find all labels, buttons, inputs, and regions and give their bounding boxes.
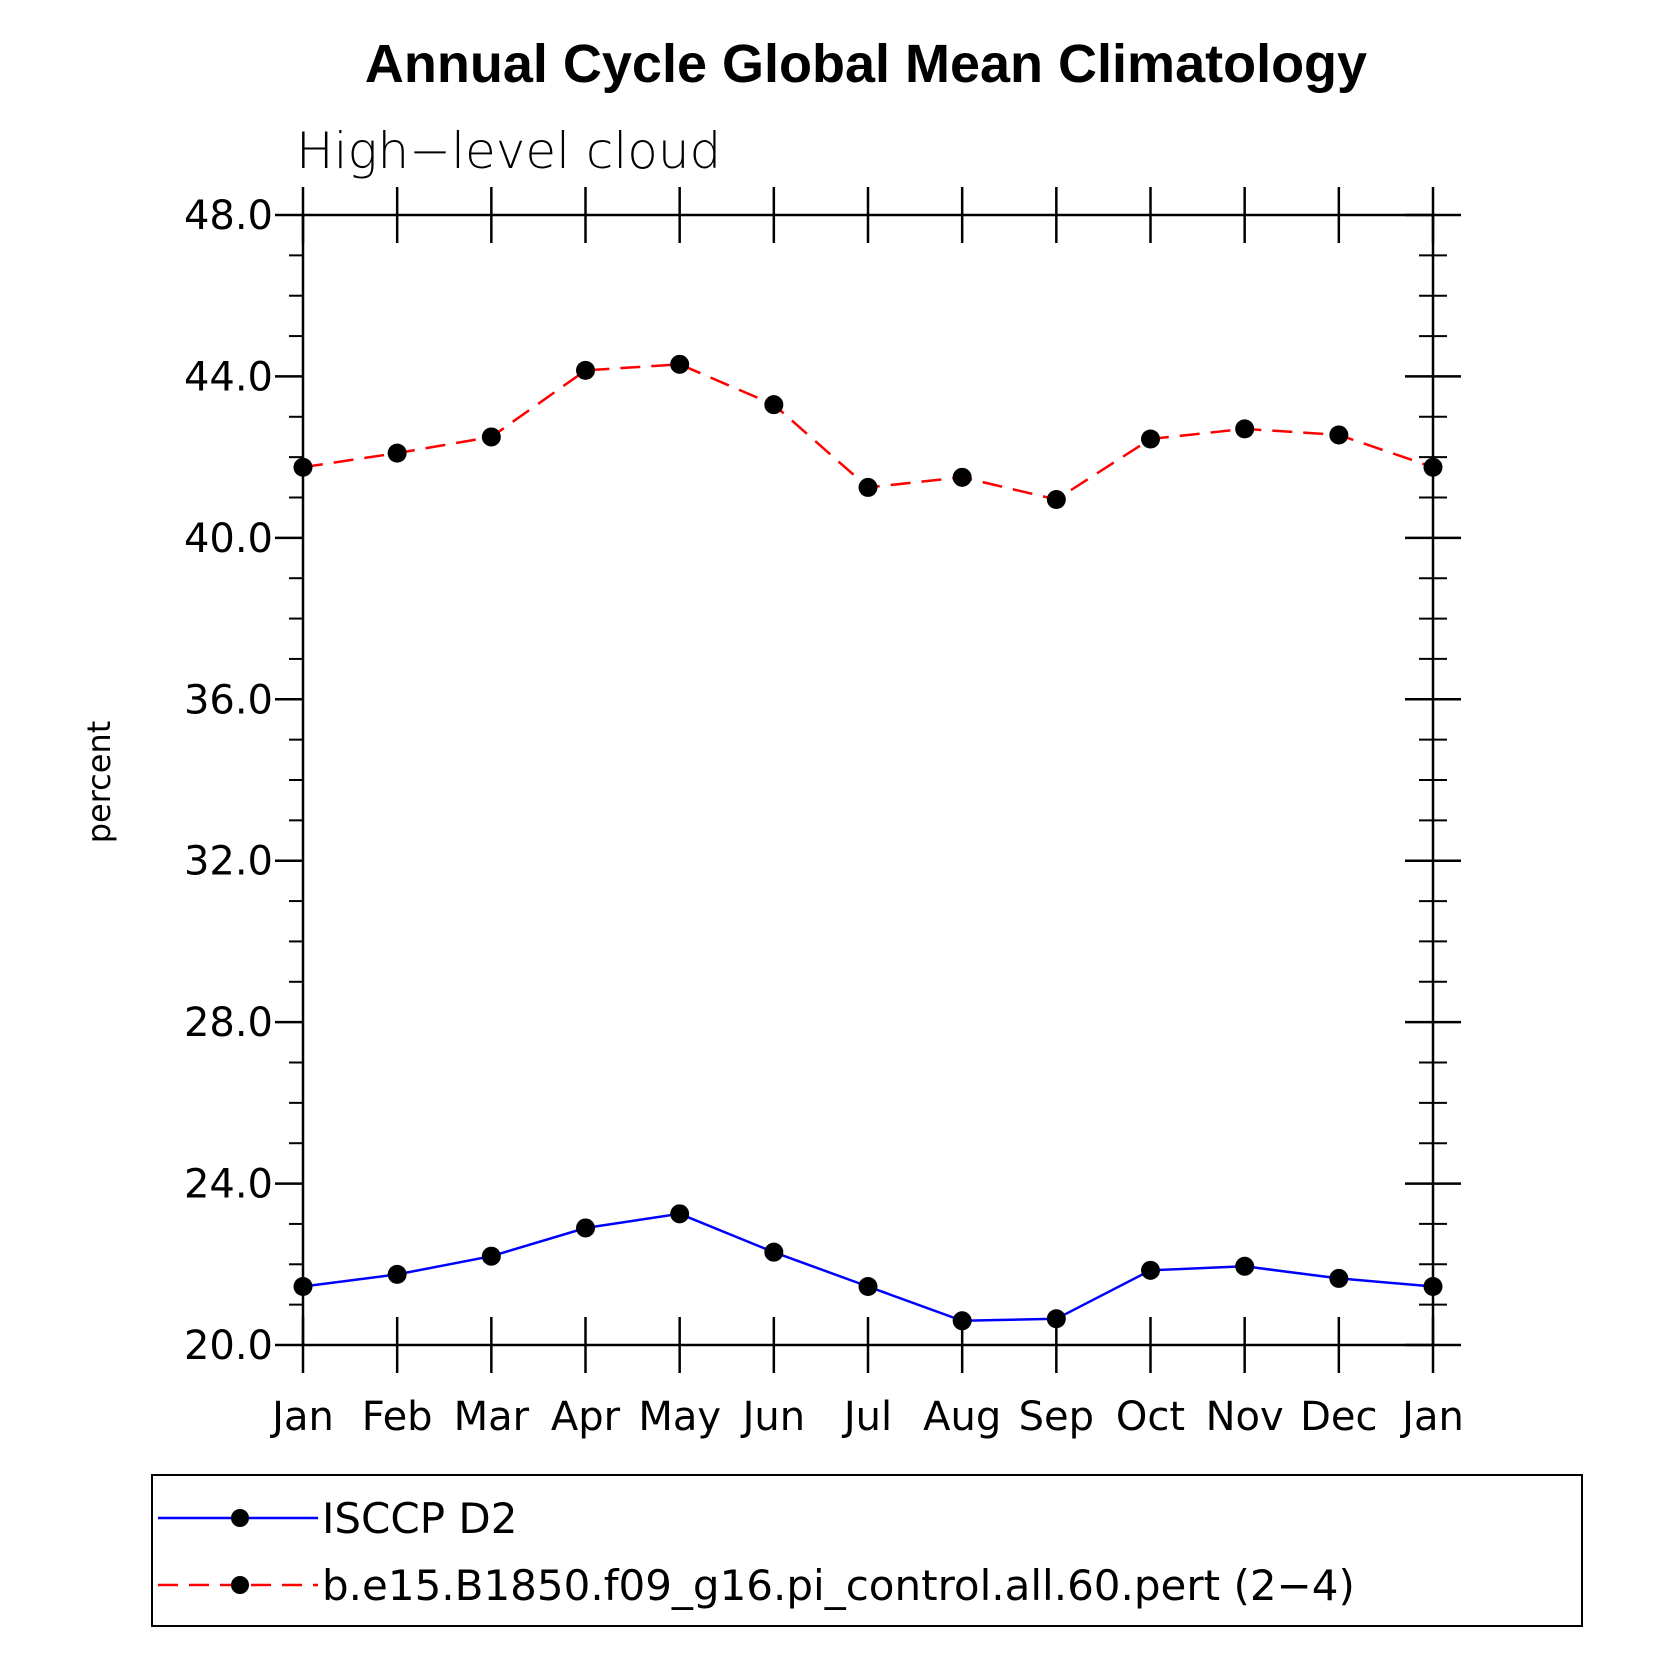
series-0-point [764,1242,784,1262]
series-1-point [764,395,784,415]
plot-frame [301,213,1435,1347]
legend-entry-model: b.e15.B1850.f09_g16.pi_control.all.60.pe… [158,1561,1355,1610]
axis-ticks [275,187,1461,1373]
chart-subtitle: High−level cloud [296,122,721,180]
x-tick-label: Aug [923,1394,1001,1440]
y-tick-label: 24.0 [184,1162,273,1208]
y-tick-label: 28.0 [184,1000,273,1046]
series-1-point [481,427,501,447]
legend-box [151,1474,1583,1627]
chart-title: Annual Cycle Global Mean Climatology [365,34,1367,94]
series-1-point [1329,425,1349,445]
x-tick-label: Oct [1116,1394,1185,1440]
y-tick-label: 36.0 [184,677,273,723]
legend-label-model: b.e15.B1850.f09_g16.pi_control.all.60.pe… [322,1561,1355,1610]
series-1-point [576,360,595,380]
series-1-point [387,443,407,463]
series-1-point [1235,419,1255,439]
x-tick-label: May [638,1394,721,1440]
x-tick-label: Jan [1399,1394,1464,1440]
x-tick-label: Jul [841,1394,892,1440]
series-1-point [670,354,690,374]
y-tick-label: 40.0 [184,516,273,562]
y-tick-labels: 20.0 24.0 28.0 32.0 36.0 40.0 44.0 48.0 [184,193,273,1369]
x-tick-label: Dec [1300,1394,1377,1440]
x-tick-label: Jan [269,1394,334,1440]
x-tick-label: Sep [1019,1394,1094,1440]
y-tick-label: 48.0 [184,193,273,239]
series-1-point [1046,490,1066,510]
legend-label-isccp: ISCCP D2 [322,1494,517,1543]
x-tick-label: Jun [740,1394,806,1440]
series-1-point [293,457,313,477]
series-0-point [952,1311,972,1331]
series-line-0 [302,1212,1434,1323]
y-axis-label: percent [80,721,118,844]
series-0-point [1423,1276,1443,1296]
legend-marker-isccp [231,1509,249,1527]
series-0-point [670,1204,690,1224]
x-tick-label: Mar [454,1394,530,1440]
series-1-point [858,477,878,497]
x-tick-label: Nov [1206,1394,1284,1440]
series-1-point [1141,429,1160,449]
y-tick-label: 32.0 [184,839,273,885]
series-0-point [481,1246,501,1266]
series-0-point [576,1218,595,1238]
series-0-point [1046,1309,1066,1329]
series-0-point [387,1264,407,1284]
series-0-point [293,1276,313,1296]
x-tick-labels: Jan Feb Mar Apr May Jun Jul Aug Sep Oct Nov Dec Jan [269,1394,1464,1440]
y-tick-label: 44.0 [184,354,273,400]
series-0-point [858,1276,878,1296]
y-tick-label: 20.0 [184,1323,273,1369]
series-1-point [952,467,972,487]
series-0-point [1141,1260,1160,1280]
series-0-point [1329,1268,1349,1288]
series-layer [293,354,1443,1331]
x-tick-label: Apr [551,1394,621,1440]
legend-entry-isccp: ISCCP D2 [158,1494,517,1543]
series-0-point [1235,1256,1255,1276]
legend-marker-model [231,1576,249,1594]
x-tick-label: Feb [362,1394,433,1440]
series-1-point [1423,457,1443,477]
